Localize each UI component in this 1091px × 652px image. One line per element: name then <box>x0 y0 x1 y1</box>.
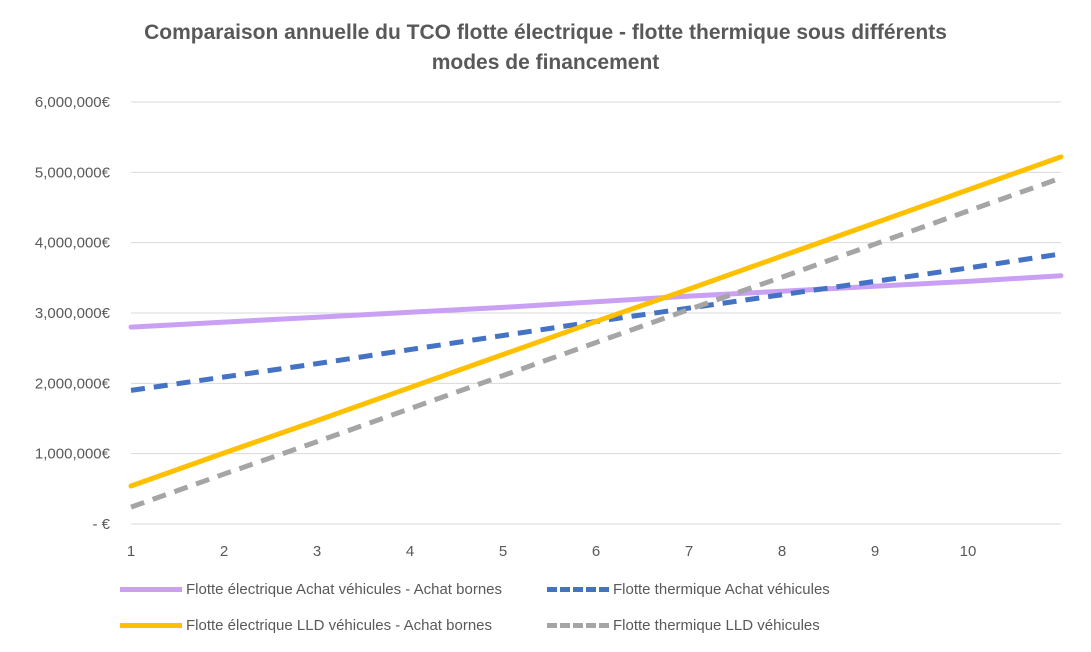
x-tick-label-10: 10 <box>960 543 977 560</box>
series-line-2 <box>128 154 1064 489</box>
legend-label-thermique-achat: Flotte thermique Achat véhicules <box>613 580 830 598</box>
gridlines <box>131 101 1061 525</box>
x-tick-label-1: 1 <box>127 543 135 560</box>
legend-swatch-electrique-lld <box>120 622 182 628</box>
x-tick-label-7: 7 <box>685 543 693 560</box>
legend-swatch-thermique-achat <box>547 586 609 592</box>
y-tick-label-2: 2,000,000€ <box>35 375 111 392</box>
legend-item-electrique-lld: Flotte électrique LLD véhicules - Achat … <box>120 614 492 636</box>
legend: Flotte électrique Achat véhicules - Acha… <box>120 578 1020 642</box>
chart-title-line-2: modes de financement <box>431 51 660 74</box>
y-tick-label-5: 5,000,000€ <box>35 164 111 181</box>
x-tick-label-4: 4 <box>406 543 414 560</box>
legend-item-thermique-lld: Flotte thermique LLD véhicules <box>547 614 820 636</box>
y-tick-label-1: 1,000,000€ <box>35 446 111 463</box>
y-tick-label-3: 3,000,000€ <box>35 305 111 322</box>
chart-title-line-1: Comparaison annuelle du TCO flotte élect… <box>144 21 947 44</box>
chart-title: Comparaison annuelle du TCO flotte élect… <box>0 18 1091 78</box>
legend-item-electrique-achat: Flotte électrique Achat véhicules - Acha… <box>120 578 502 600</box>
x-tick-label-2: 2 <box>220 543 228 560</box>
series-lines <box>128 154 1064 510</box>
x-tick-label-9: 9 <box>871 543 879 560</box>
x-tick-label-6: 6 <box>592 543 600 560</box>
legend-swatch-thermique-lld <box>547 622 609 628</box>
series-line-0 <box>128 273 1064 330</box>
y-tick-label-6: 6,000,000€ <box>35 94 111 111</box>
legend-label-electrique-achat: Flotte électrique Achat véhicules - Acha… <box>186 580 503 598</box>
legend-label-thermique-lld: Flotte thermique LLD véhicules <box>613 616 820 634</box>
x-tick-label-8: 8 <box>778 543 786 560</box>
y-axis-tick-labels: - € 1,000,000€ 2,000,000€ 3,000,000€ 4,000,0… <box>35 94 111 533</box>
x-tick-label-5: 5 <box>499 543 507 560</box>
legend-swatch-electrique-achat <box>120 586 182 592</box>
y-tick-label-4: 4,000,000€ <box>35 235 111 252</box>
legend-label-electrique-lld: Flotte électrique LLD véhicules - Achat … <box>186 616 492 634</box>
x-axis-tick-labels: 1 2 3 4 5 6 7 8 9 10 <box>127 543 977 560</box>
x-tick-label-3: 3 <box>313 543 321 560</box>
y-tick-label-0: - € <box>92 516 110 533</box>
legend-item-thermique-achat: Flotte thermique Achat véhicules <box>547 578 830 600</box>
series-line-3 <box>130 175 1062 510</box>
plot-area: - € 1,000,000€ 2,000,000€ 3,000,000€ 4,000,0… <box>35 94 1064 560</box>
